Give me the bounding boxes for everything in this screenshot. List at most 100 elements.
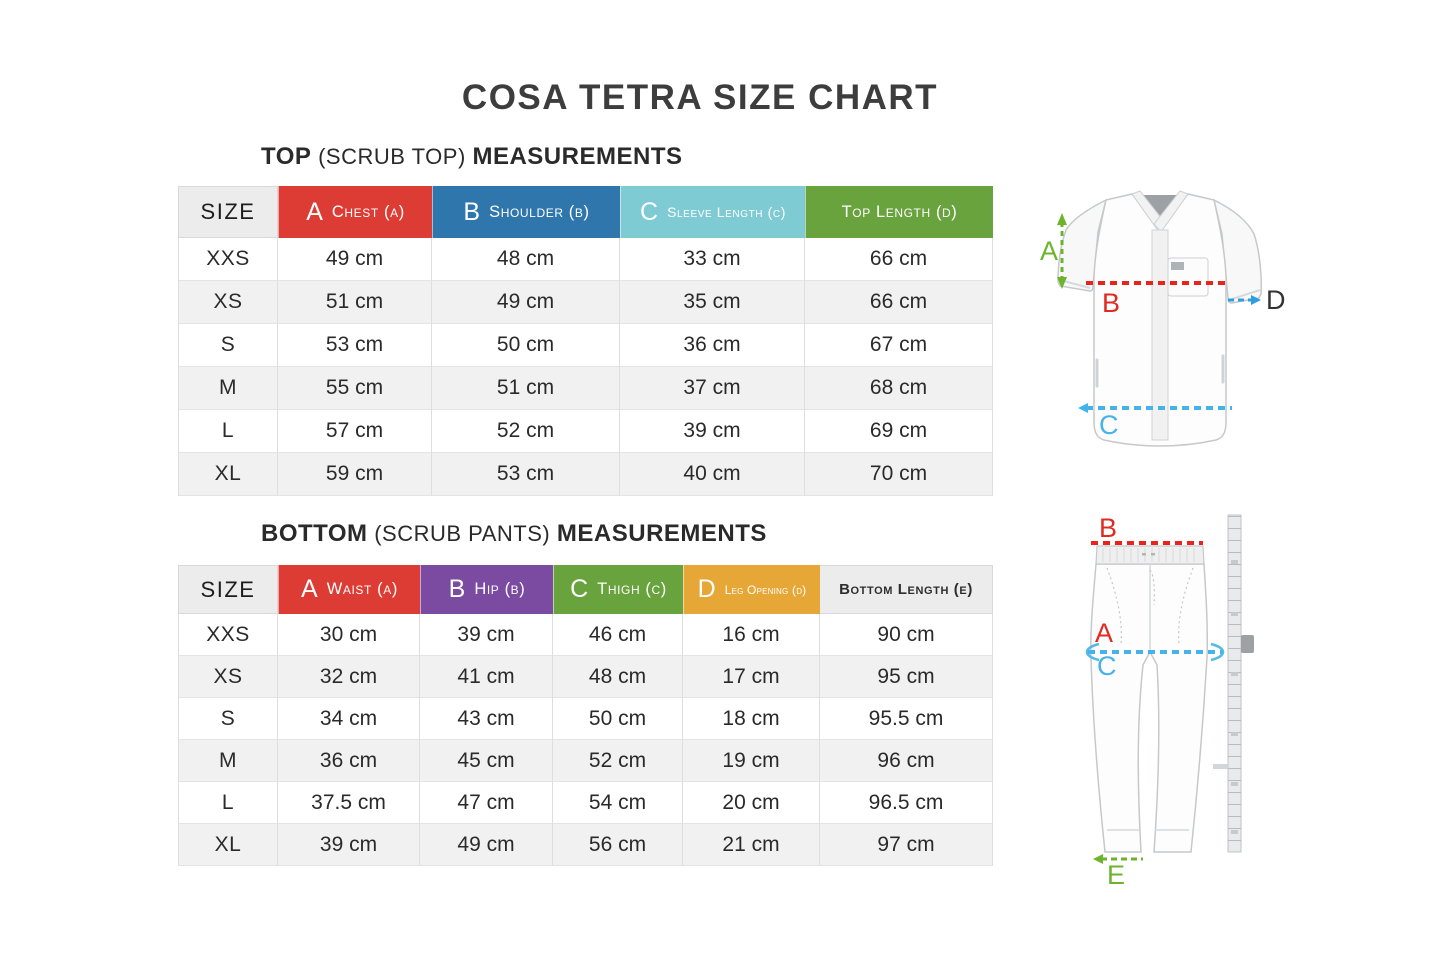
waistband-button bbox=[1142, 553, 1146, 556]
size-cell: M bbox=[178, 740, 278, 782]
size-cell: XXS bbox=[178, 614, 278, 656]
chest-cell: 49 cm bbox=[278, 238, 432, 281]
waist-cell: 39 cm bbox=[278, 824, 420, 866]
length-cell: 95 cm bbox=[820, 656, 993, 698]
chest-cell: 51 cm bbox=[278, 281, 432, 324]
sleeve-cell: 37 cm bbox=[620, 367, 805, 410]
table-row: L 57 cm 52 cm 39 cm 69 cm bbox=[178, 410, 993, 453]
label-e: E bbox=[1107, 860, 1125, 890]
waistband bbox=[1095, 545, 1205, 565]
length-cell: 66 cm bbox=[805, 281, 993, 324]
table-row: S 34 cm 43 cm 50 cm 18 cm 95.5 cm bbox=[178, 698, 993, 740]
tape-mark bbox=[1231, 560, 1238, 564]
waistband-button bbox=[1151, 553, 1155, 556]
leg-opening-column-header: D Leg Opening (d) bbox=[683, 565, 820, 614]
tape-clip bbox=[1241, 635, 1254, 653]
length-cell: 67 cm bbox=[805, 324, 993, 367]
leg-opening-cell: 18 cm bbox=[683, 698, 820, 740]
table-row: L 37.5 cm 47 cm 54 cm 20 cm 96.5 cm bbox=[178, 782, 993, 824]
thigh-cell: 46 cm bbox=[553, 614, 683, 656]
size-cell: L bbox=[178, 410, 278, 453]
top-measurements-table: SIZE A Chest (a) B Shoulder (b) C Sleeve… bbox=[178, 186, 993, 496]
length-cell: 90 cm bbox=[820, 614, 993, 656]
bottom-heading-sub: (SCRUB PANTS) bbox=[374, 521, 551, 546]
bottom-heading-word: BOTTOM bbox=[261, 520, 368, 547]
shoulder-cell: 53 cm bbox=[432, 453, 620, 496]
shoulder-cell: 50 cm bbox=[432, 324, 620, 367]
length-cell: 96.5 cm bbox=[820, 782, 993, 824]
table-row: XS 51 cm 49 cm 35 cm 66 cm bbox=[178, 281, 993, 324]
thigh-ellipse bbox=[1085, 642, 1225, 662]
vneck-band-right bbox=[1153, 190, 1189, 233]
hip-cell: 47 cm bbox=[420, 782, 553, 824]
arrow-up-icon bbox=[1057, 213, 1067, 225]
table-row: XXS 49 cm 48 cm 33 cm 66 cm bbox=[178, 238, 993, 281]
thigh-cell: 52 cm bbox=[553, 740, 683, 782]
arrow-right-icon bbox=[1251, 295, 1261, 305]
table-row: XXS 30 cm 39 cm 46 cm 16 cm 90 cm bbox=[178, 614, 993, 656]
top-size-column-header: SIZE bbox=[178, 186, 278, 238]
label-d: D bbox=[1266, 285, 1286, 315]
label-a: A bbox=[1040, 236, 1058, 266]
tape-mark bbox=[1231, 612, 1238, 616]
thigh-cell: 50 cm bbox=[553, 698, 683, 740]
hip-column-header: B Hip (b) bbox=[420, 565, 553, 614]
shoulder-cell: 52 cm bbox=[432, 410, 620, 453]
waist-cell: 30 cm bbox=[278, 614, 420, 656]
tape-mark bbox=[1231, 782, 1238, 786]
arrow-down-icon bbox=[1057, 277, 1067, 289]
top-heading-sub: (SCRUB TOP) bbox=[318, 144, 466, 169]
leg-opening-cell: 17 cm bbox=[683, 656, 820, 698]
size-cell: XS bbox=[178, 281, 278, 324]
leg-opening-cell: 21 cm bbox=[683, 824, 820, 866]
shoulder-cell: 48 cm bbox=[432, 238, 620, 281]
bottom-size-column-header: SIZE bbox=[178, 565, 278, 614]
top-table-header-row: SIZE A Chest (a) B Shoulder (b) C Sleeve… bbox=[178, 186, 993, 238]
side-vents bbox=[1095, 354, 1225, 388]
chest-cell: 57 cm bbox=[278, 410, 432, 453]
length-cell: 70 cm bbox=[805, 453, 993, 496]
table-row: M 36 cm 45 cm 52 cm 19 cm 96 cm bbox=[178, 740, 993, 782]
hip-cell: 41 cm bbox=[420, 656, 553, 698]
size-cell: XL bbox=[178, 824, 278, 866]
length-cell: 68 cm bbox=[805, 367, 993, 410]
thigh-cell: 48 cm bbox=[553, 656, 683, 698]
length-cell: 97 cm bbox=[820, 824, 993, 866]
arrow-left-icon bbox=[1093, 854, 1103, 864]
sleeve-cell: 35 cm bbox=[620, 281, 805, 324]
sleeve-length-column-header: C Sleeve Length (c) bbox=[620, 186, 805, 238]
table-row: XL 59 cm 53 cm 40 cm 70 cm bbox=[178, 453, 993, 496]
hip-cell: 45 cm bbox=[420, 740, 553, 782]
length-cell: 96 cm bbox=[820, 740, 993, 782]
size-cell: S bbox=[178, 698, 278, 740]
top-heading-measurements: MEASUREMENTS bbox=[472, 143, 683, 170]
thigh-cell: 54 cm bbox=[553, 782, 683, 824]
leg-opening-cell: 19 cm bbox=[683, 740, 820, 782]
size-cell: XL bbox=[178, 453, 278, 496]
pants-body bbox=[1090, 563, 1209, 853]
shoulder-cell: 51 cm bbox=[432, 367, 620, 410]
waist-cell: 34 cm bbox=[278, 698, 420, 740]
size-cell: M bbox=[178, 367, 278, 410]
top-length-column-header: Top Length (d) bbox=[805, 186, 993, 238]
label-b: B bbox=[1099, 513, 1117, 543]
size-cell: XS bbox=[178, 656, 278, 698]
chest-cell: 59 cm bbox=[278, 453, 432, 496]
hip-cell: 43 cm bbox=[420, 698, 553, 740]
length-cell: 66 cm bbox=[805, 238, 993, 281]
sleeve-cell: 33 cm bbox=[620, 238, 805, 281]
thigh-cell: 56 cm bbox=[553, 824, 683, 866]
chest-cell: 53 cm bbox=[278, 324, 432, 367]
top-heading-word: TOP bbox=[261, 143, 312, 170]
chest-column-header: A Chest (a) bbox=[278, 186, 432, 238]
leg-opening-cell: 20 cm bbox=[683, 782, 820, 824]
left-pocket-stitch bbox=[1106, 567, 1122, 646]
chest-cell: 55 cm bbox=[278, 367, 432, 410]
shoulder-cell: 49 cm bbox=[432, 281, 620, 324]
thigh-column-header: C Thigh (c) bbox=[553, 565, 683, 614]
tape-mark bbox=[1231, 830, 1238, 834]
table-row: XS 32 cm 41 cm 48 cm 17 cm 95 cm bbox=[178, 656, 993, 698]
shoulder-column-header: B Shoulder (b) bbox=[432, 186, 620, 238]
waist-cell: 32 cm bbox=[278, 656, 420, 698]
